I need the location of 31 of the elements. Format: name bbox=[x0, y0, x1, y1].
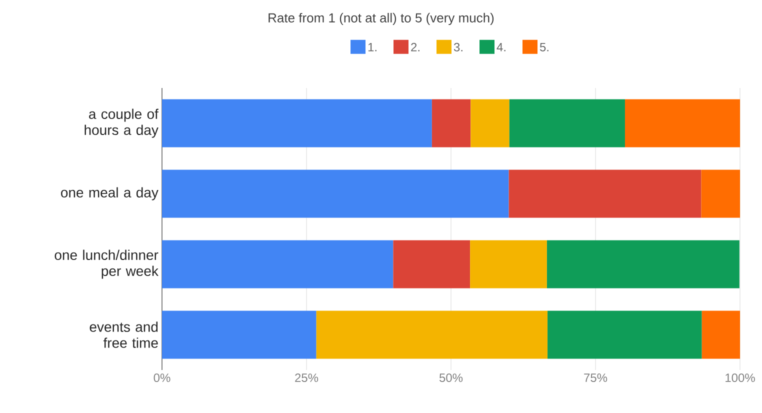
bar bbox=[470, 99, 510, 148]
bar bbox=[508, 170, 702, 218]
legend-label: 3. bbox=[454, 42, 462, 52]
bar bbox=[162, 170, 509, 218]
bar bbox=[624, 99, 740, 148]
y-tick-label: one lunch/dinner per week bbox=[54, 250, 158, 279]
bar bbox=[702, 310, 740, 359]
y-tick-label: one meal a day bbox=[61, 187, 158, 200]
x-tick-label: 50% bbox=[439, 374, 463, 382]
bar bbox=[162, 310, 316, 359]
bar bbox=[546, 240, 740, 288]
x-tick-label: 75% bbox=[584, 374, 608, 382]
x-tick-label: 100% bbox=[726, 374, 755, 382]
bar bbox=[701, 170, 740, 218]
y-tick-label: events and free time bbox=[90, 322, 158, 348]
y-tick-label: a couple of hours a day bbox=[84, 108, 158, 138]
legend-label: 4. bbox=[496, 42, 506, 52]
bar bbox=[548, 310, 702, 359]
legend-label: 1. bbox=[368, 42, 376, 52]
bar bbox=[316, 310, 548, 359]
x-tick-label: 0% bbox=[154, 374, 170, 382]
bar bbox=[509, 99, 625, 148]
bar bbox=[470, 240, 547, 288]
bar bbox=[162, 99, 432, 148]
chart-title: Rate from 1 (not at all) to 5 (very much) bbox=[268, 12, 494, 26]
bar bbox=[432, 99, 471, 148]
bar bbox=[162, 240, 394, 288]
bar bbox=[393, 240, 470, 288]
x-tick-label: 25% bbox=[295, 374, 318, 382]
legend-label: 2. bbox=[411, 42, 420, 52]
legend-label: 5. bbox=[540, 42, 548, 52]
